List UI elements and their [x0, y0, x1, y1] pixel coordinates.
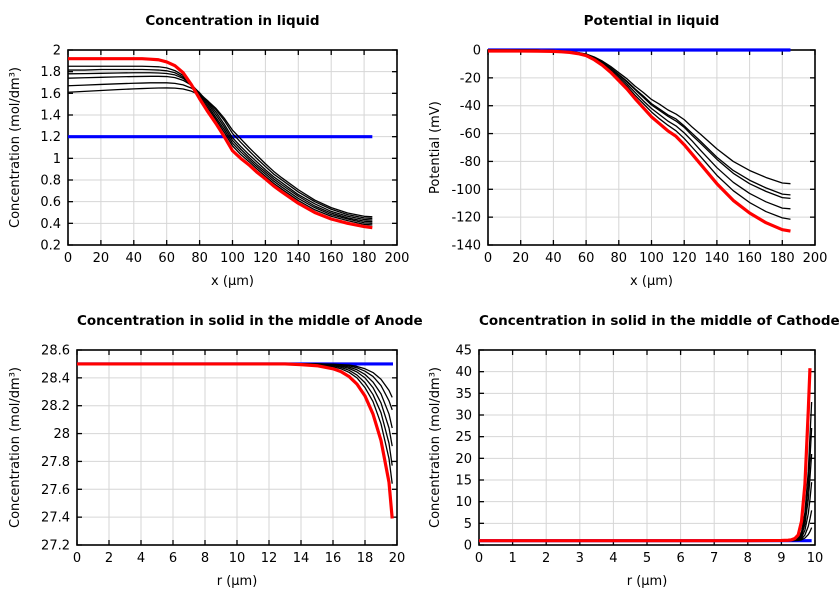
svg-text:7: 7 [710, 551, 718, 566]
svg-text:1.6: 1.6 [40, 87, 61, 102]
svg-text:160: 160 [737, 251, 762, 266]
plot-canvas: 0 2 4 6 8 10 12 14 16 18 20 28.6 28.4 28.2 28 27.8 27.6 2… [41, 344, 406, 567]
svg-text:200: 200 [803, 251, 828, 266]
svg-text:16: 16 [325, 551, 342, 566]
svg-text:10: 10 [807, 551, 824, 566]
svg-text:20: 20 [455, 452, 472, 467]
svg-text:6: 6 [676, 551, 684, 566]
x-axis-label: r (μm) [216, 574, 258, 589]
x-axis-label: x (μm) [630, 274, 673, 289]
plot-concentration-in-liquid: Concentration in liquid Concentration (m… [0, 0, 420, 300]
svg-text:200: 200 [385, 251, 410, 266]
svg-text:-80: -80 [460, 155, 481, 170]
svg-text:-60: -60 [460, 127, 481, 142]
svg-text:28.2: 28.2 [41, 399, 70, 414]
svg-text:100: 100 [639, 251, 664, 266]
svg-text:30: 30 [455, 409, 472, 424]
svg-text:1: 1 [508, 551, 516, 566]
svg-text:0: 0 [475, 551, 483, 566]
svg-text:-140: -140 [451, 239, 481, 254]
plot-canvas: 0 20 40 60 80 100 120 140 160 180 200 0 -20 -40 -60 -80… [451, 44, 828, 267]
svg-text:10: 10 [455, 495, 472, 510]
svg-text:80: 80 [191, 251, 208, 266]
svg-text:6: 6 [169, 551, 177, 566]
svg-text:8: 8 [744, 551, 752, 566]
svg-text:27.2: 27.2 [41, 539, 70, 554]
svg-text:1: 1 [53, 152, 61, 167]
svg-text:18: 18 [357, 551, 374, 566]
svg-text:20: 20 [389, 551, 406, 566]
svg-text:180: 180 [770, 251, 795, 266]
svg-text:14: 14 [293, 551, 310, 566]
x-axis-label: x (μm) [211, 274, 254, 289]
plot-title: Concentration in solid in the middle of … [479, 313, 840, 329]
svg-text:-120: -120 [451, 211, 481, 226]
svg-text:40: 40 [545, 251, 562, 266]
svg-text:2: 2 [53, 44, 61, 59]
svg-text:5: 5 [464, 517, 472, 532]
svg-text:1.8: 1.8 [40, 65, 61, 80]
svg-text:0: 0 [464, 539, 472, 554]
svg-text:2: 2 [542, 551, 550, 566]
svg-text:20: 20 [512, 251, 529, 266]
plot-canvas: 0 20 40 60 80 100 120 140 160 180 200 2 1.8 1.6 1.4 1.2… [40, 44, 410, 267]
svg-text:5: 5 [643, 551, 651, 566]
svg-text:0.2: 0.2 [40, 239, 61, 254]
svg-text:60: 60 [158, 251, 175, 266]
svg-text:160: 160 [319, 251, 344, 266]
svg-text:27.4: 27.4 [41, 511, 70, 526]
svg-text:3: 3 [576, 551, 584, 566]
svg-text:0.6: 0.6 [40, 195, 61, 210]
svg-text:80: 80 [611, 251, 628, 266]
svg-text:120: 120 [672, 251, 697, 266]
plot-concentration-solid-anode: Concentration in solid in the middle of … [0, 300, 423, 600]
svg-text:0: 0 [473, 44, 481, 59]
svg-text:8: 8 [201, 551, 209, 566]
svg-text:27.6: 27.6 [41, 483, 70, 498]
svg-text:9: 9 [777, 551, 785, 566]
svg-text:4: 4 [137, 551, 145, 566]
svg-text:10: 10 [229, 551, 246, 566]
svg-text:0.4: 0.4 [40, 217, 61, 232]
svg-text:100: 100 [220, 251, 245, 266]
svg-text:12: 12 [261, 551, 278, 566]
svg-text:2: 2 [105, 551, 113, 566]
svg-text:-40: -40 [460, 99, 481, 114]
plot-title: Potential in liquid [583, 13, 720, 29]
svg-text:0: 0 [73, 551, 81, 566]
svg-text:40: 40 [126, 251, 143, 266]
svg-text:45: 45 [455, 344, 472, 359]
svg-text:0.8: 0.8 [40, 174, 61, 189]
plot-concentration-solid-cathode: Concentration in solid in the middle of … [420, 300, 840, 600]
plot-potential-in-liquid: Potential in liquid Potential (mV) 0 20 40… [420, 0, 840, 300]
svg-text:180: 180 [352, 251, 377, 266]
svg-text:0: 0 [484, 251, 492, 266]
svg-text:28: 28 [53, 427, 70, 442]
svg-text:140: 140 [704, 251, 729, 266]
svg-text:28.4: 28.4 [41, 371, 70, 386]
svg-text:15: 15 [455, 474, 472, 489]
svg-text:1.4: 1.4 [40, 109, 61, 124]
svg-text:28.6: 28.6 [41, 344, 70, 359]
svg-text:1.2: 1.2 [40, 130, 61, 145]
plot-title: Concentration in solid in the middle of … [77, 313, 423, 329]
svg-text:140: 140 [286, 251, 311, 266]
x-axis-label: r (μm) [626, 574, 668, 589]
svg-text:60: 60 [578, 251, 595, 266]
svg-text:-20: -20 [460, 71, 481, 86]
svg-text:40: 40 [455, 365, 472, 380]
svg-text:25: 25 [455, 430, 472, 445]
svg-text:27.8: 27.8 [41, 455, 70, 470]
svg-text:20: 20 [93, 251, 110, 266]
svg-text:4: 4 [609, 551, 617, 566]
plot-title: Concentration in liquid [145, 13, 320, 29]
svg-text:120: 120 [253, 251, 278, 266]
svg-text:35: 35 [455, 387, 472, 402]
svg-text:0: 0 [64, 251, 72, 266]
svg-text:-100: -100 [451, 183, 481, 198]
